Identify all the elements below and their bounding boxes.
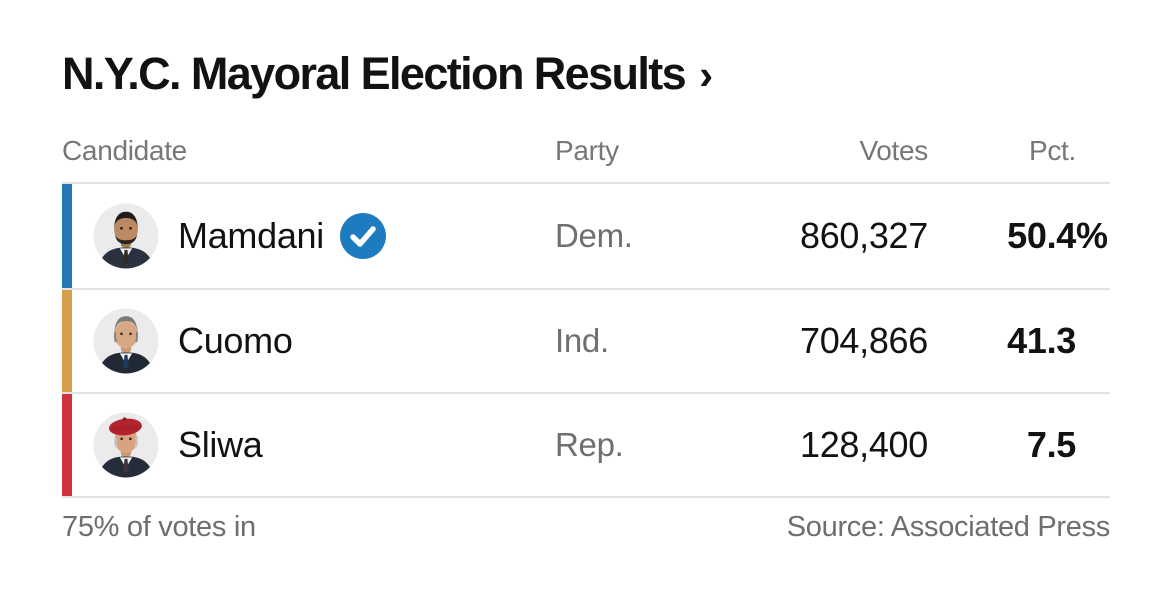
chevron-right-icon: › bbox=[699, 51, 714, 98]
header-candidate: Candidate bbox=[62, 135, 187, 167]
pct-value: 41.3 bbox=[928, 320, 1110, 362]
pct-suffix: % bbox=[1076, 215, 1108, 257]
candidate-name: Cuomo bbox=[178, 320, 293, 362]
candidate-name: Mamdani bbox=[178, 215, 324, 257]
header-party: Party bbox=[555, 135, 619, 167]
avatar-sliwa bbox=[93, 412, 159, 478]
pct-suffix bbox=[1076, 424, 1110, 466]
party-color-bar bbox=[62, 394, 72, 497]
avatar-mamdani bbox=[93, 203, 159, 269]
party-label: Ind. bbox=[555, 322, 609, 360]
party-color-bar bbox=[62, 184, 72, 289]
table-row: Mamdani Dem. 860,327 50.4 % bbox=[62, 184, 1110, 289]
pct-value: 7.5 bbox=[928, 424, 1110, 466]
avatar-cuomo bbox=[93, 308, 159, 374]
table-footer: 75% of votes in Source: Associated Press bbox=[62, 511, 1110, 544]
candidate-name: Sliwa bbox=[178, 424, 263, 466]
party-color-bar bbox=[62, 290, 72, 393]
header-pct: Pct. bbox=[1028, 135, 1076, 167]
votes-value: 860,327 bbox=[799, 215, 928, 257]
results-title-link[interactable]: N.Y.C. Mayoral Election Results › bbox=[62, 48, 714, 99]
pct-value: 50.4 % bbox=[928, 215, 1110, 257]
votes-reporting-status: 75% of votes in bbox=[62, 511, 256, 544]
table-header-row: Candidate Party Votes Pct. bbox=[62, 135, 1110, 185]
source-attribution: Source: Associated Press bbox=[786, 511, 1111, 544]
election-results-card: N.Y.C. Mayoral Election Results › Candid… bbox=[62, 48, 1110, 544]
table-row: Sliwa Rep. 128,400 7.5 bbox=[62, 392, 1110, 497]
pct-suffix bbox=[1076, 320, 1110, 362]
winner-check-icon bbox=[339, 213, 386, 260]
page-title: N.Y.C. Mayoral Election Results bbox=[62, 48, 687, 99]
table-row: Cuomo Ind. 704,866 41.3 bbox=[62, 288, 1110, 393]
results-table: Candidate Party Votes Pct. bbox=[62, 135, 1110, 499]
header-votes: Votes bbox=[859, 135, 928, 167]
party-label: Rep. bbox=[555, 426, 624, 464]
party-label: Dem. bbox=[555, 217, 633, 255]
votes-value: 704,866 bbox=[799, 320, 928, 362]
votes-value: 128,400 bbox=[799, 424, 928, 466]
